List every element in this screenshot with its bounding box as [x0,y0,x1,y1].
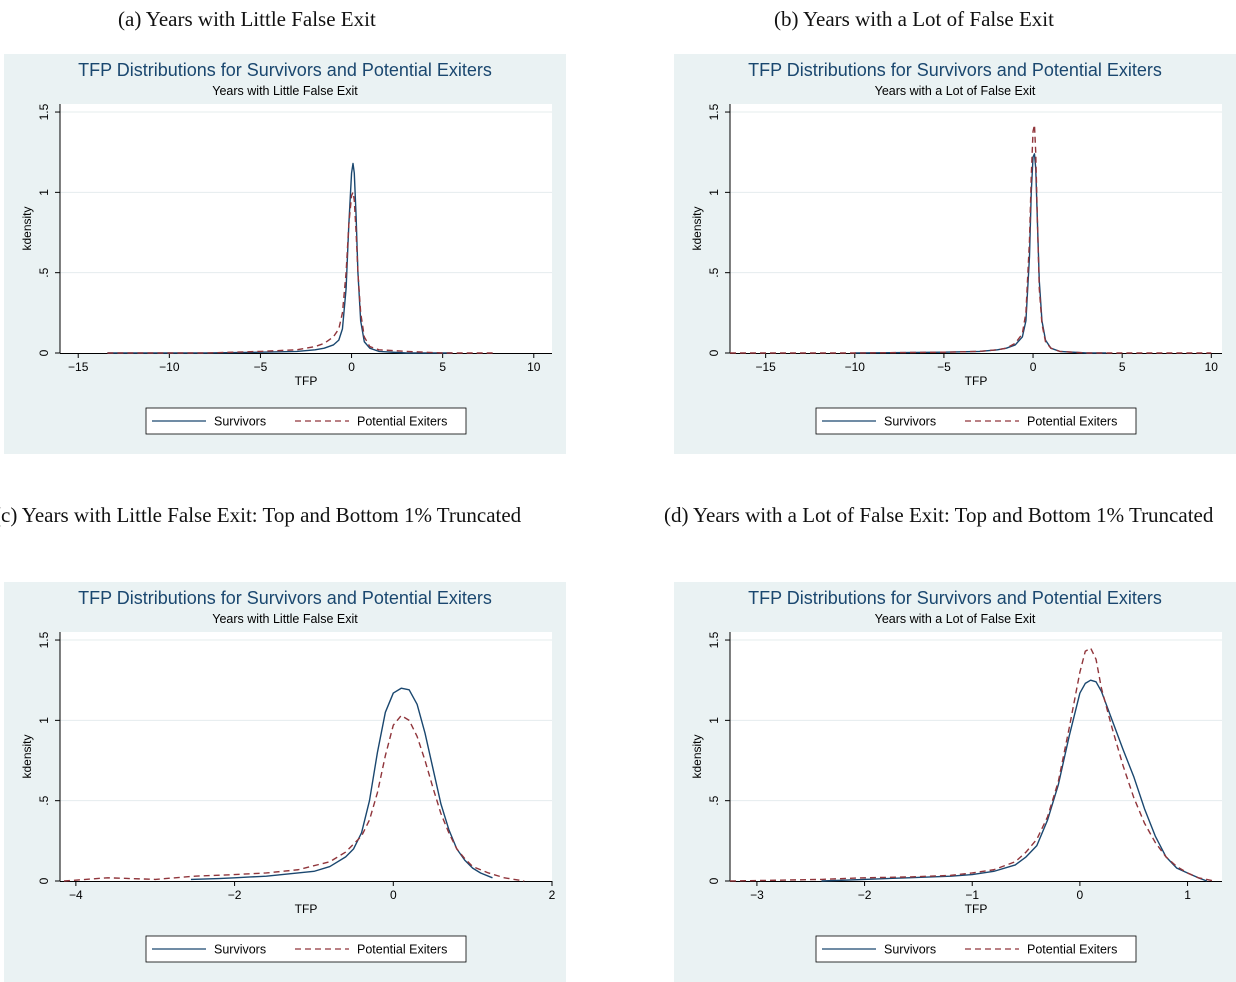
y-tick-label: 1.5 [37,631,51,648]
chart-title: TFP Distributions for Survivors and Pote… [748,60,1162,80]
chart-subtitle: Years with a Lot of False Exit [875,612,1036,626]
legend-label-potential-exiters: Potential Exiters [357,943,447,957]
potential-exiters-line [729,647,1215,882]
potential-exiters-line [63,714,525,882]
y-tick-label: 0 [707,349,721,356]
legend: Survivors Potential Exiters [815,407,1137,435]
legend: Survivors Potential Exiters [145,935,467,963]
x-tick-label: −2 [858,888,872,902]
chart-svg: TFP Distributions for Survivors and Pote… [20,60,552,435]
y-tick-label: 1 [37,189,51,196]
x-tick-label: −10 [159,360,180,374]
x-tick-label: 2 [549,888,556,902]
y-tick-label: .5 [707,267,721,277]
x-tick-label: −5 [937,360,951,374]
chart-subtitle: Years with a Lot of False Exit [875,84,1036,98]
x-tick-label: −10 [845,360,866,374]
x-tick-label: 5 [1119,360,1126,374]
chart-svg: TFP Distributions for Survivors and Pote… [20,588,556,963]
y-axis-label: kdensity [20,206,34,250]
legend-label-potential-exiters: Potential Exiters [1027,943,1117,957]
x-tick-label: −15 [755,360,776,374]
y-tick-label: 1.5 [707,631,721,648]
caption-d: (d) Years with a Lot of False Exit: Top … [664,503,1214,527]
x-tick-label: 0 [348,360,355,374]
plot-area [730,104,1222,353]
chart-panel-d: TFP Distributions for Survivors and Pote… [674,582,1236,982]
y-axis-label: kdensity [690,734,704,778]
y-tick-label: .5 [37,267,51,277]
y-tick-label: 1.5 [37,103,51,120]
caption-c: (c) Years with Little False Exit: Top an… [0,503,522,527]
legend: Survivors Potential Exiters [815,935,1137,963]
x-tick-label: −5 [254,360,268,374]
x-tick-label: −15 [68,360,89,374]
y-tick-label: 0 [707,877,721,884]
legend-label-potential-exiters: Potential Exiters [1027,415,1117,429]
potential-exiters-line [730,124,1212,354]
x-tick-label: −2 [228,888,242,902]
y-axis-label: kdensity [20,734,34,778]
x-axis-label: TFP [965,374,988,388]
survivors-line [821,679,1208,882]
plot-area [730,632,1222,881]
y-tick-label: .5 [37,795,51,805]
x-tick-label: 0 [1077,888,1084,902]
x-tick-label: 10 [1205,360,1219,374]
legend-label-survivors: Survivors [214,415,266,429]
x-tick-label: 0 [1030,360,1037,374]
legend-label-potential-exiters: Potential Exiters [357,415,447,429]
y-tick-label: 1.5 [707,103,721,120]
chart-svg: TFP Distributions for Survivors and Pote… [690,588,1222,963]
survivors-line [107,162,452,354]
chart-title: TFP Distributions for Survivors and Pote… [78,588,492,608]
chart-subtitle: Years with Little False Exit [212,612,358,626]
chart-title: TFP Distributions for Survivors and Pote… [748,588,1162,608]
y-tick-label: 1 [707,189,721,196]
y-tick-label: 1 [37,717,51,724]
y-tick-label: .5 [707,795,721,805]
y-axis-label: kdensity [690,206,704,250]
y-tick-label: 0 [37,877,51,884]
x-tick-label: −1 [965,888,979,902]
x-tick-label: −4 [69,888,83,902]
plot-area [60,104,552,353]
legend: Survivors Potential Exiters [145,407,467,435]
plot-area [60,632,552,881]
chart-subtitle: Years with Little False Exit [212,84,358,98]
legend-label-survivors: Survivors [884,943,936,957]
x-tick-label: −3 [750,888,764,902]
chart-panel-a: TFP Distributions for Survivors and Pote… [4,54,566,454]
caption-a: (a) Years with Little False Exit [118,7,376,31]
x-tick-label: 1 [1184,888,1191,902]
x-tick-label: 5 [439,360,446,374]
legend-label-survivors: Survivors [214,943,266,957]
chart-panel-c: TFP Distributions for Survivors and Pote… [4,582,566,982]
y-tick-label: 0 [37,349,51,356]
potential-exiters-line [107,191,494,354]
chart-title: TFP Distributions for Survivors and Pote… [78,60,492,80]
chart-svg: TFP Distributions for Survivors and Pote… [690,60,1222,435]
legend-label-survivors: Survivors [884,415,936,429]
chart-panel-b: TFP Distributions for Survivors and Pote… [674,54,1236,454]
y-tick-label: 1 [707,717,721,724]
x-tick-label: 0 [390,888,397,902]
x-tick-label: 10 [527,360,541,374]
caption-b: (b) Years with a Lot of False Exit [774,7,1054,31]
x-axis-label: TFP [965,902,988,916]
x-axis-label: TFP [295,902,318,916]
survivors-line [190,687,493,881]
x-axis-label: TFP [295,374,318,388]
